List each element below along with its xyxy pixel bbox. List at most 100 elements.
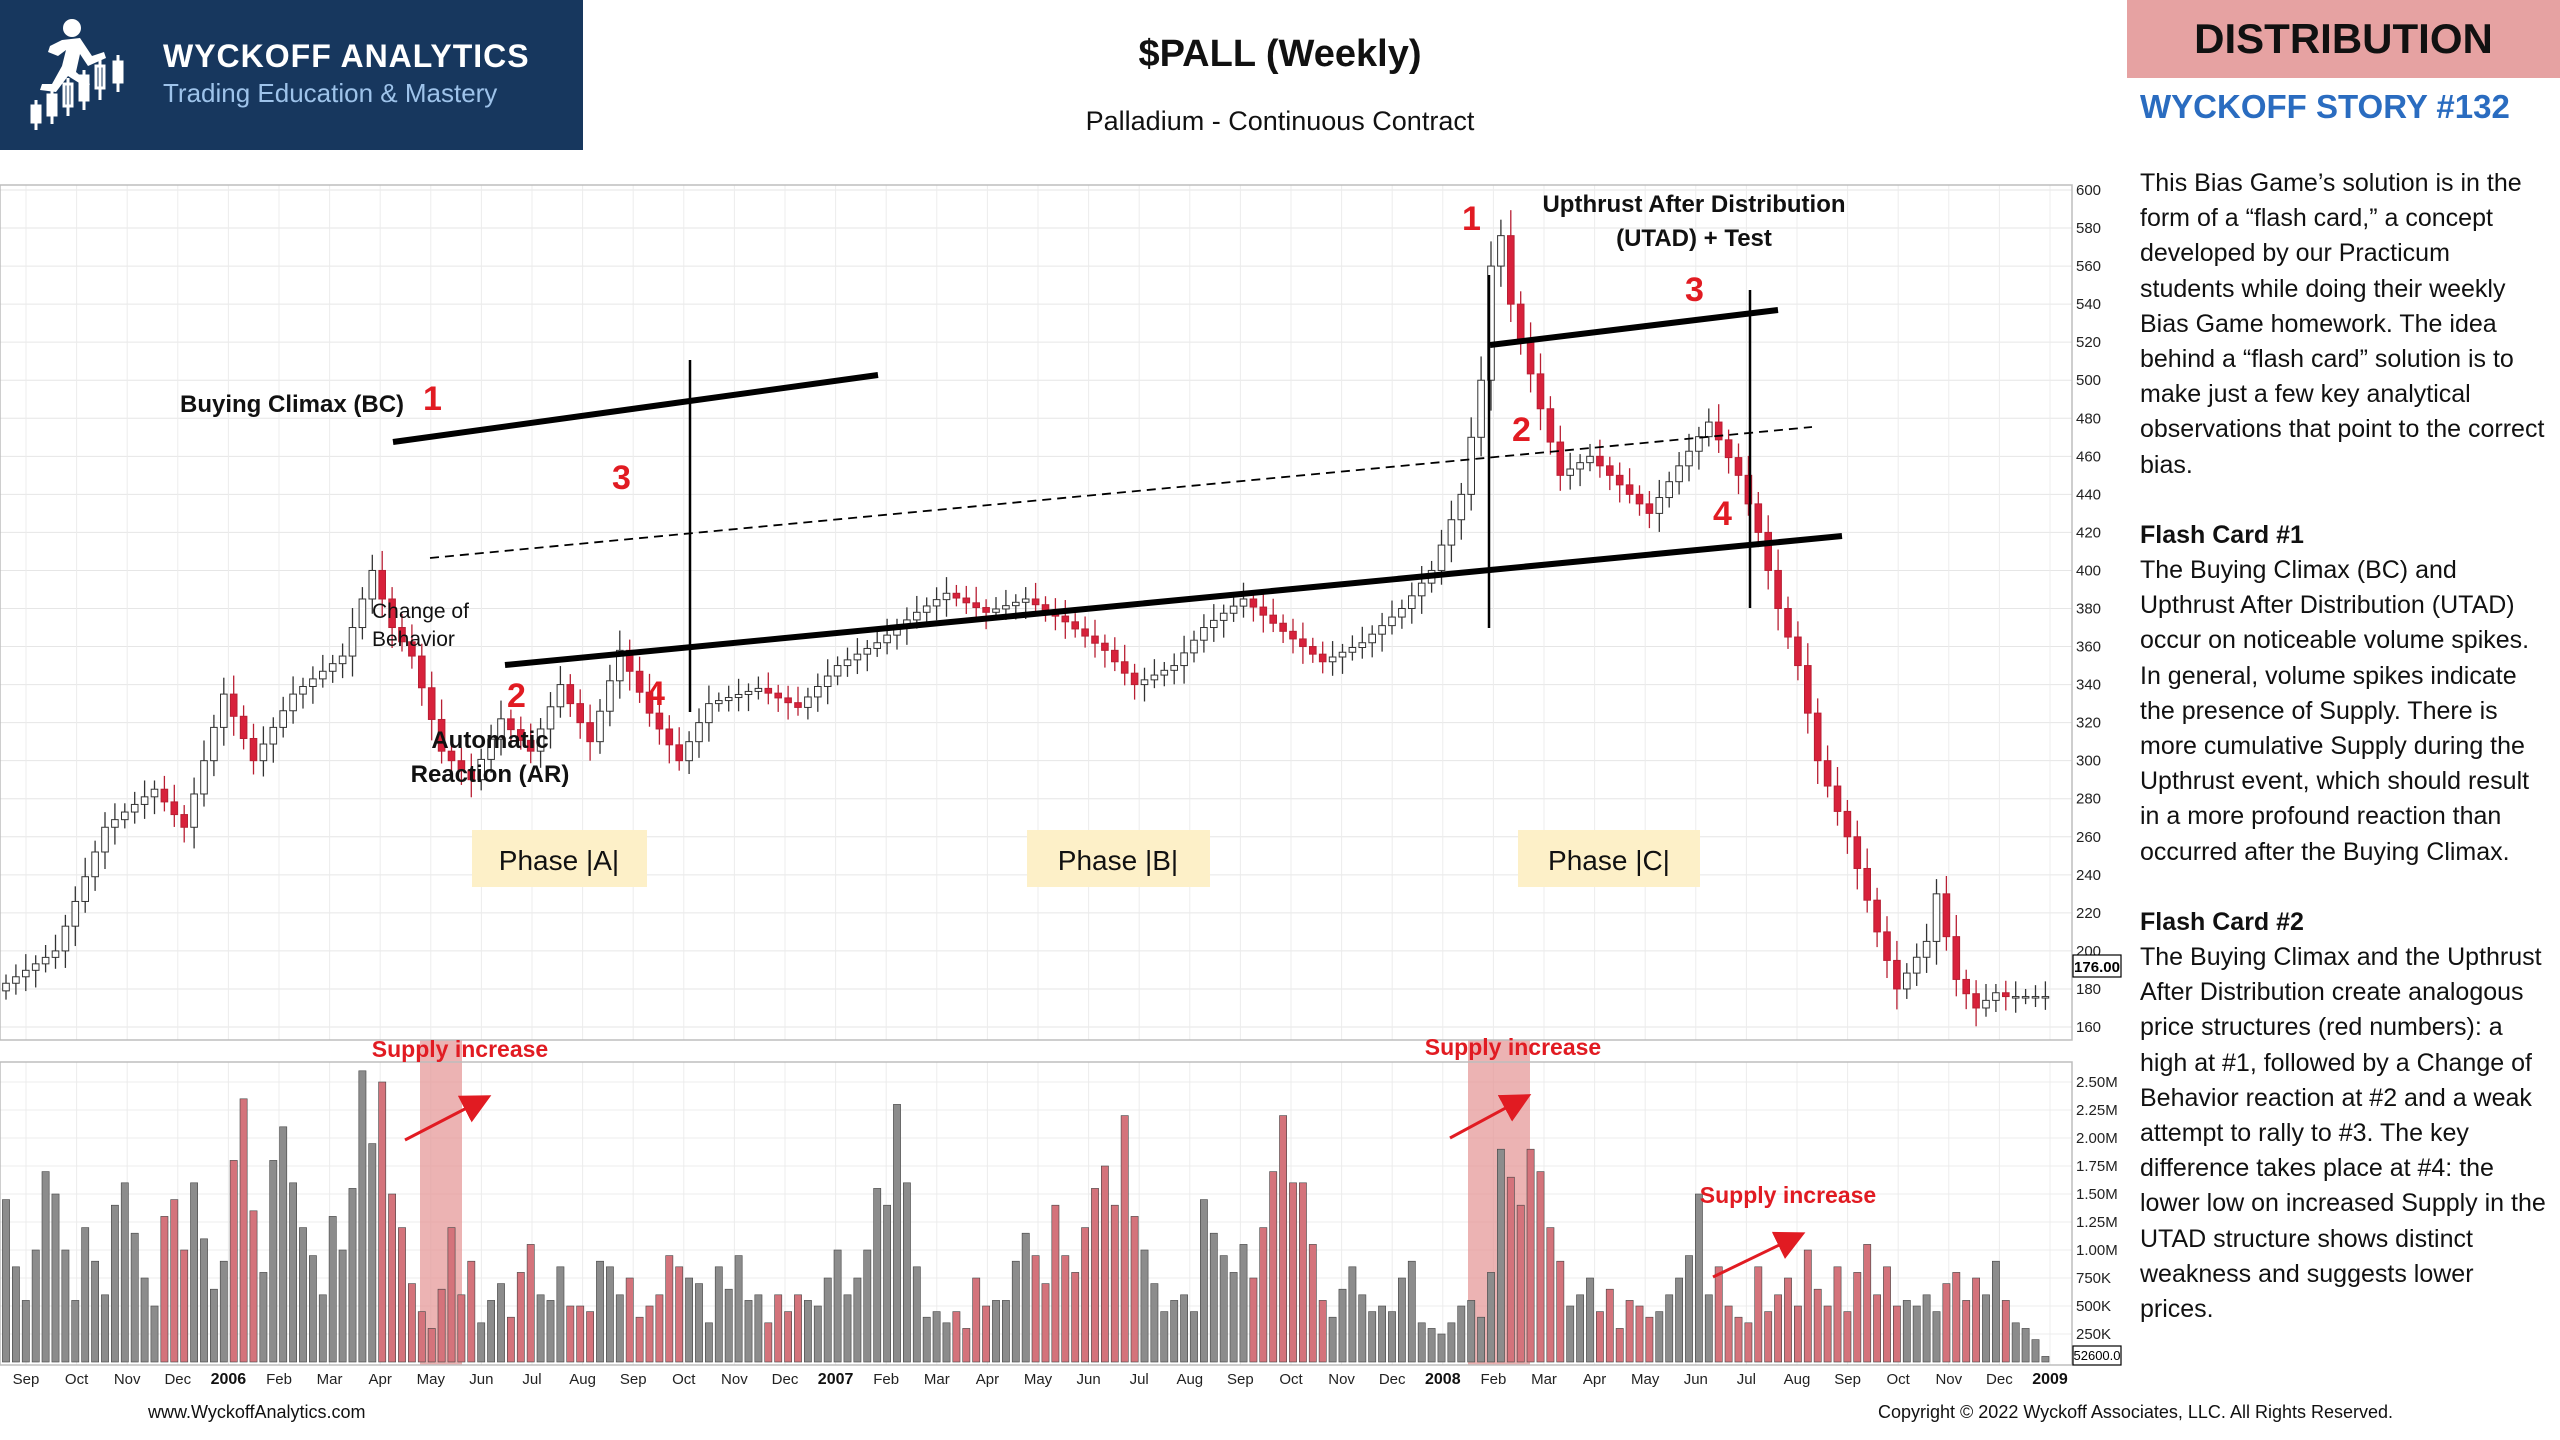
x-tick-label: Feb (1480, 1371, 1506, 1388)
volume-bar (190, 1182, 198, 1363)
candle-body (1328, 656, 1337, 663)
volume-bar (1031, 1255, 1040, 1363)
price-tick-label: 440 (2076, 486, 2101, 503)
price-tick-label: 500 (2076, 372, 2101, 389)
volume-bar (378, 1081, 387, 1363)
volume-bar (1348, 1266, 1357, 1363)
volume-bar (952, 1311, 961, 1363)
candle-body (992, 608, 1000, 613)
supply-increase-label-bc: Supply increase (372, 1036, 548, 1062)
volume-bar (1586, 1277, 1594, 1363)
volume-bar (447, 1227, 456, 1363)
candle-body (437, 718, 446, 752)
volume-bar (1011, 1260, 1020, 1363)
volume-bar (1457, 1305, 1466, 1363)
volume-bar (724, 1288, 733, 1363)
volume-bar (1437, 1333, 1446, 1363)
volume-bar (1962, 1300, 1971, 1363)
candle-body (319, 670, 327, 680)
candle-body (606, 680, 614, 712)
candle-body (1101, 642, 1109, 651)
candle-body (1031, 598, 1040, 606)
volume-bar (71, 1300, 80, 1363)
candle-body (1130, 672, 1139, 686)
utad-label-2: (UTAD) + Test (1616, 225, 1772, 252)
volume-bar (259, 1272, 268, 1363)
volume-bar (1219, 1255, 1228, 1363)
x-tick-label: Apr (1583, 1371, 1606, 1388)
candle-body (1764, 531, 1773, 571)
candle-body (675, 744, 684, 762)
volume-bar (1150, 1283, 1159, 1363)
candle-body (932, 599, 941, 607)
candle-body (1883, 931, 1891, 961)
x-tick-label: 2007 (818, 1371, 854, 1388)
volume-bar (1992, 1260, 2000, 1363)
price-tick-label: 220 (2076, 905, 2101, 922)
candle-body (1903, 972, 1911, 990)
volume-bar (714, 1266, 723, 1363)
price-tick-label: 480 (2076, 410, 2101, 427)
volume-bar (813, 1305, 822, 1363)
candle-body (1318, 653, 1327, 663)
candle-body (249, 737, 258, 762)
volume-bar (1497, 1148, 1505, 1363)
x-tick-label: Nov (1328, 1371, 1355, 1388)
candle-body (1417, 582, 1426, 597)
chart-subtitle: Palladium - Continuous Contract (1085, 106, 1475, 136)
candle-body (507, 718, 515, 731)
x-tick-label: Dec (772, 1371, 799, 1388)
volume-bar (576, 1305, 585, 1363)
volume-bar (685, 1277, 693, 1363)
candle-body (1784, 608, 1792, 638)
volume-bar (160, 1216, 169, 1363)
volume-bar (1239, 1244, 1248, 1363)
volume-bar (1200, 1199, 1208, 1363)
candle-body (220, 693, 228, 728)
candle-body (1714, 421, 1723, 441)
volume-bar (992, 1300, 1000, 1363)
volume-bar (1051, 1204, 1060, 1363)
bc-number-3: 3 (612, 459, 631, 497)
range-upper-line-1 (392, 372, 879, 445)
candle-body (1516, 303, 1525, 340)
candle-body (1853, 836, 1862, 869)
volume-bar (863, 1249, 872, 1363)
volume-bar (1269, 1171, 1278, 1363)
volume-bar (1081, 1227, 1089, 1363)
utad-number-3: 3 (1685, 271, 1704, 309)
x-tick-label: Nov (1935, 1371, 1962, 1388)
x-tick-label: May (1631, 1371, 1660, 1388)
candle-body (724, 697, 733, 702)
candle-body (1833, 785, 1842, 812)
x-tick-label: Dec (164, 1371, 191, 1388)
candle-body (1061, 615, 1070, 623)
candle-body (635, 670, 644, 693)
volume-bar (21, 1300, 30, 1363)
volume-bar (962, 1328, 971, 1363)
x-tick-label: 2009 (2032, 1371, 2068, 1388)
candle-body (1180, 652, 1188, 667)
volume-bar (368, 1143, 377, 1363)
candle-body (1566, 468, 1575, 476)
candle-body (1635, 493, 1644, 505)
candle-body (467, 769, 476, 781)
volume-bar (912, 1266, 921, 1363)
x-tick-label: Jul (522, 1371, 541, 1388)
candle-body (1606, 465, 1614, 476)
volume-bar (328, 1216, 337, 1363)
volume-bar (279, 1126, 288, 1363)
volume-bar (1467, 1300, 1476, 1363)
volume-bar (219, 1260, 228, 1363)
volume-bar (1655, 1311, 1664, 1363)
volume-bar (2011, 1322, 2020, 1363)
x-tick-label: Jun (1684, 1371, 1708, 1388)
ar-label-2: Reaction (AR) (411, 761, 570, 788)
candle-body (2011, 996, 2020, 999)
volume-tick-label: 1.75M (2076, 1158, 2118, 1175)
volume-bar (289, 1182, 297, 1363)
x-tick-label: Jun (469, 1371, 493, 1388)
price-tick-label: 400 (2076, 562, 2101, 579)
volume-bar (31, 1249, 40, 1363)
candle-body (853, 653, 862, 661)
